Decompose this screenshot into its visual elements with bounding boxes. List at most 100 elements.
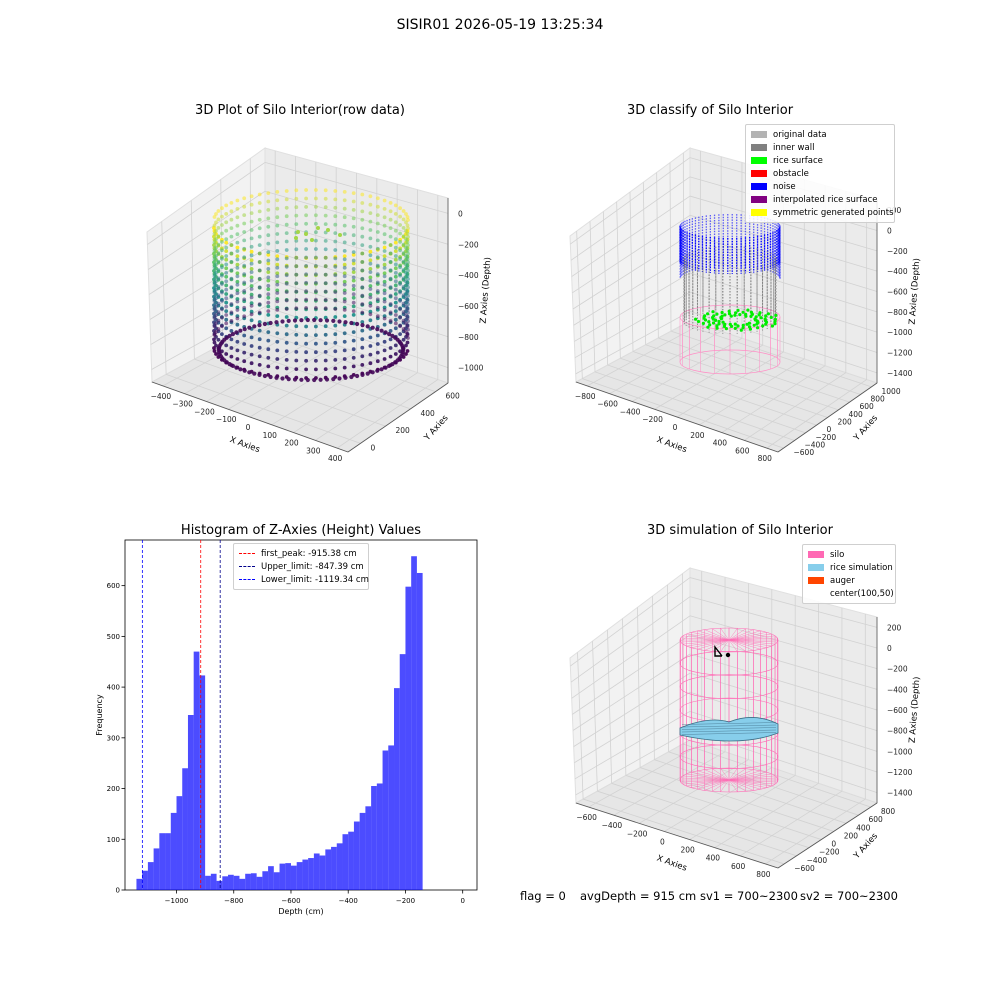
p4-silo-top-spoke	[680, 637, 730, 641]
p1-point	[229, 226, 234, 231]
p1-point	[368, 318, 373, 323]
p1-point	[235, 348, 240, 353]
p4-z-axis-label: Z Axies (Depth)	[908, 676, 923, 743]
p2-rice-point	[734, 311, 738, 315]
p1-point	[333, 332, 338, 337]
p2-z-tick-label: −1200	[887, 349, 913, 358]
p1-point	[249, 303, 254, 308]
p1-point	[275, 365, 280, 370]
p1-point	[314, 221, 318, 226]
p1-point	[337, 376, 342, 381]
p3-bar	[199, 675, 206, 890]
p4-silo-bottom-spoke	[686, 773, 730, 781]
p1-point	[393, 279, 398, 284]
p1-point	[249, 261, 254, 266]
p1-point	[242, 280, 247, 285]
p1-point	[310, 238, 314, 242]
p1-point	[235, 257, 240, 262]
p4-y-tick-label: 200	[844, 831, 859, 840]
p1-point	[284, 256, 289, 261]
p1-point	[404, 313, 408, 317]
p1-point	[224, 287, 229, 292]
p2-rice-point	[694, 317, 698, 321]
p4-silo-bottom-spoke	[720, 779, 730, 792]
p1-point	[249, 267, 254, 271]
p1-point	[342, 271, 347, 276]
p4-silo-top-spoke	[728, 628, 738, 641]
p1-point	[401, 259, 406, 264]
p1-point	[401, 276, 406, 281]
p3-bar	[394, 688, 400, 890]
p1-point	[249, 202, 254, 207]
p1-point	[224, 262, 229, 267]
p1-point	[375, 255, 380, 260]
p1-point	[388, 260, 393, 264]
p2-rice-point	[706, 312, 710, 316]
p1-point	[284, 358, 289, 362]
p2-y-axis-line	[777, 382, 878, 453]
p1-point	[342, 198, 347, 203]
p1-point	[404, 212, 408, 216]
p1-point	[314, 350, 318, 355]
p1-point	[323, 239, 328, 243]
p1-point	[220, 332, 224, 336]
p4-silo-bottom-spoke	[728, 770, 761, 781]
p2-grid-y	[670, 330, 861, 395]
p1-point	[257, 251, 262, 256]
p4-silo-bottom-spoke	[728, 779, 738, 792]
p2-rice-point	[745, 322, 749, 326]
p1-point	[401, 310, 406, 315]
p3-bar	[376, 783, 383, 890]
p2-grid-z	[689, 291, 878, 353]
p3-bar	[210, 873, 217, 890]
p1-point	[382, 316, 387, 321]
p2-grid-z	[574, 272, 691, 342]
p1-point	[393, 240, 398, 245]
sv1-text: sv1 = 700~2300	[700, 889, 798, 903]
p4-z-tick-label: −1200	[887, 768, 913, 777]
p1-point	[266, 191, 271, 196]
p1-point	[266, 304, 271, 309]
p3-bar	[359, 812, 366, 890]
p1-point	[214, 352, 218, 356]
p1-point	[235, 282, 240, 287]
p1-point	[324, 318, 330, 323]
p1-point	[351, 253, 356, 257]
p2-grid-z	[572, 234, 691, 310]
p2-rice-point	[741, 326, 745, 330]
legend-item: interpolated rice surface	[751, 193, 889, 206]
p1-point	[294, 332, 299, 337]
p1-point	[368, 312, 373, 317]
p1-x-tick-label: −100	[216, 415, 237, 424]
legend-swatch	[751, 196, 767, 203]
p4-grid-z	[689, 691, 878, 752]
p1-point	[224, 274, 229, 279]
p4-z-tick-label: −1400	[887, 789, 913, 798]
p1-point	[266, 241, 271, 246]
p1-point	[257, 260, 262, 264]
p1-point	[351, 208, 356, 212]
p1-point	[342, 265, 347, 270]
p1-point	[242, 350, 247, 355]
p1-point	[224, 228, 229, 233]
p1-point	[387, 363, 392, 368]
p1-point	[404, 262, 408, 267]
p1-point	[214, 220, 218, 225]
p1-point	[224, 240, 229, 245]
legend-swatch	[751, 144, 767, 151]
p1-point	[405, 240, 410, 245]
p1-point	[249, 301, 254, 306]
p1-point	[398, 265, 402, 270]
p1-point	[405, 248, 410, 253]
p1-point	[216, 285, 221, 289]
p1-point	[304, 306, 308, 310]
p1-point	[404, 279, 408, 284]
p1-point	[304, 238, 308, 243]
p1-point	[382, 207, 387, 211]
p1-point	[304, 188, 308, 192]
p1-point	[216, 337, 221, 342]
p1-point	[214, 313, 218, 317]
p1-point	[379, 328, 384, 333]
p2-rice-point	[761, 324, 765, 328]
p4-grid-y	[625, 775, 822, 840]
